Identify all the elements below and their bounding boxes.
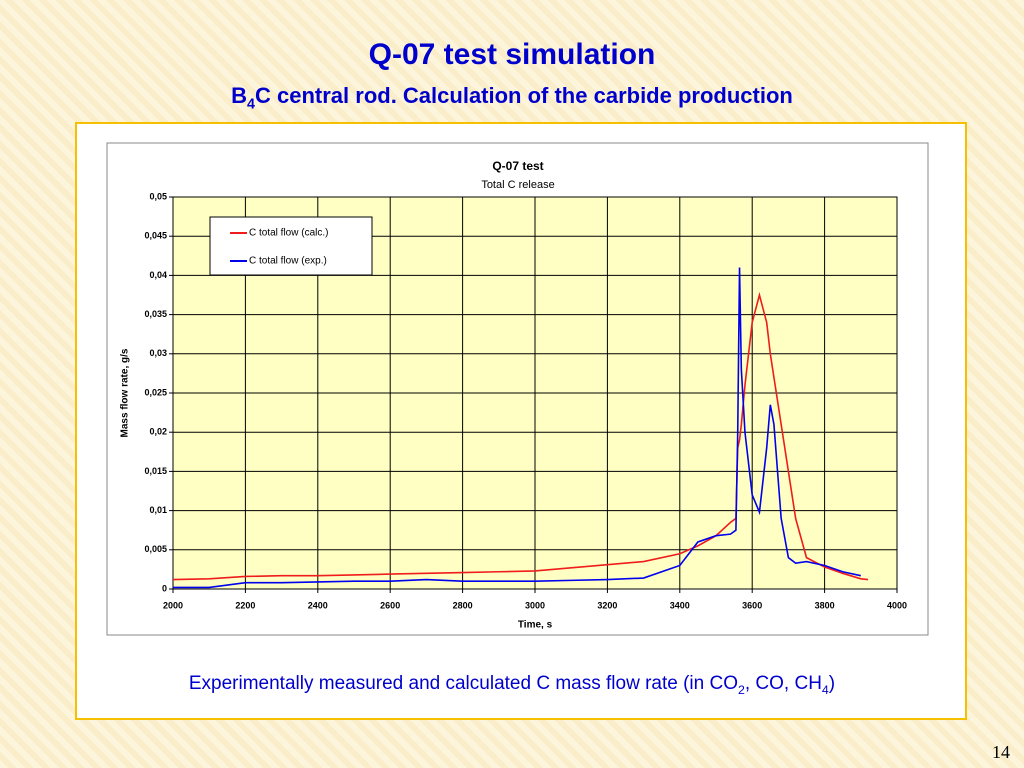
x-tick-label: 3600 (742, 600, 762, 610)
y-tick-label: 0,04 (149, 270, 167, 280)
caption-part: Experimentally measured and calculated C… (188, 673, 738, 694)
y-tick-label: 0,03 (149, 348, 167, 358)
x-tick-label: 3800 (815, 600, 835, 610)
x-axis-label: Time, s (518, 620, 553, 631)
caption: Experimentally measured and calculated C… (0, 673, 1024, 697)
y-axis-label: Mass flow rate, g/s (120, 348, 131, 437)
y-tick-label: 0,035 (144, 309, 167, 319)
x-tick-label: 3200 (597, 600, 617, 610)
chart-title: Q-07 test (492, 159, 543, 173)
legend-label: C total flow (calc.) (249, 228, 328, 239)
x-tick-label: 2400 (308, 600, 328, 610)
caption-part: ) (828, 673, 836, 694)
y-tick-label: 0,025 (144, 387, 167, 397)
y-tick-label: 0,045 (144, 231, 167, 241)
y-tick-label: 0,015 (144, 466, 167, 476)
x-tick-label: 2600 (380, 600, 400, 610)
x-tick-label: 3400 (670, 600, 690, 610)
x-tick-label: 2200 (235, 600, 255, 610)
page-number: 14 (992, 742, 1010, 762)
subtitle-part: C central rod. Calculation of the carbid… (255, 83, 793, 108)
legend-box (209, 216, 373, 276)
slide-title: Q-07 test simulation (368, 38, 656, 71)
caption-subscript: 4 (821, 682, 829, 697)
y-tick-label: 0,005 (144, 544, 167, 554)
x-tick-label: 3000 (525, 600, 545, 610)
y-tick-label: 0,02 (149, 427, 167, 437)
x-tick-label: 2000 (163, 600, 183, 610)
subtitle-subscript: 4 (247, 96, 255, 113)
y-tick-label: 0,05 (149, 191, 167, 201)
subtitle-part: B (231, 83, 248, 108)
data-line (172, 291, 869, 581)
caption-subscript: 2 (737, 682, 745, 697)
x-tick-label: 4000 (887, 600, 907, 610)
x-tick-label: 2800 (453, 600, 473, 610)
y-tick-label: 0 (162, 583, 167, 593)
slide-subtitle: B4C central rod. Calculation of the carb… (0, 83, 1024, 112)
legend-label: C total flow (exp.) (249, 256, 327, 267)
data-line (173, 267, 861, 589)
chart-subtitle: Total C release (481, 179, 554, 191)
caption-part: , CO, CH (744, 673, 822, 694)
y-tick-label: 0,01 (149, 505, 167, 515)
